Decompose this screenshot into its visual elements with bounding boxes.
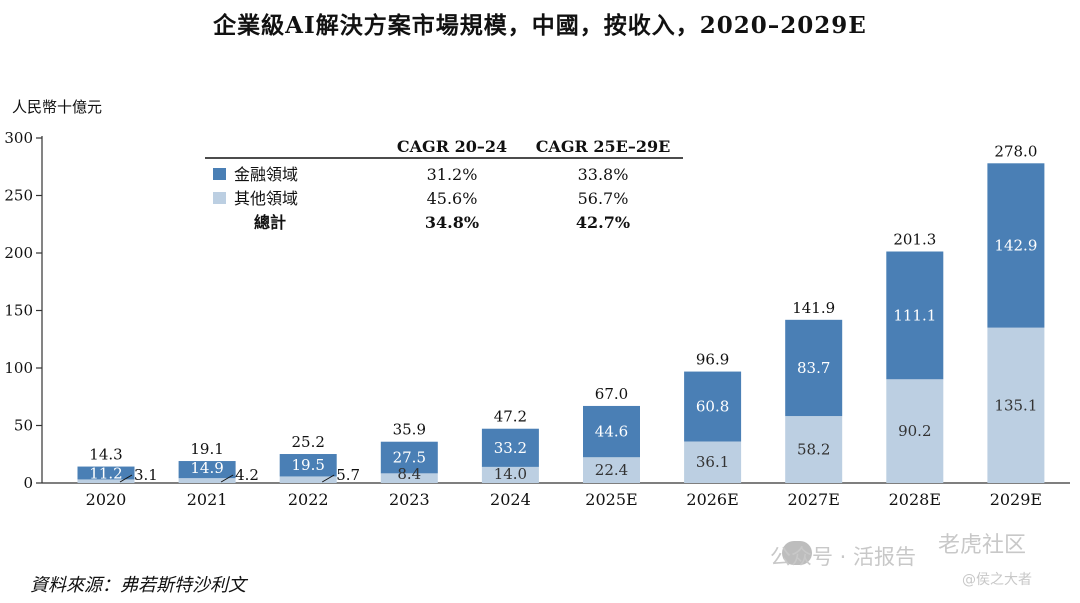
bar-finance xyxy=(785,319,843,417)
leader-line xyxy=(220,474,234,483)
y-tick-label: 100 xyxy=(4,359,33,377)
x-tick-label: 2020 xyxy=(86,490,127,509)
other-value-label: 5.7 xyxy=(336,466,360,484)
x-tick-label: 2022 xyxy=(288,490,329,509)
bar-other xyxy=(481,466,539,483)
bar-finance xyxy=(279,454,337,477)
bar-other xyxy=(785,416,843,483)
bar-other xyxy=(380,473,438,483)
y-tick-label: 300 xyxy=(4,129,33,147)
total-label: 96.9 xyxy=(696,351,729,369)
total-label: 14.3 xyxy=(89,446,122,464)
chart-title: 企業級AI解決方案市場規模，中國，按收入，2020–2029E xyxy=(213,12,867,39)
finance-value-label: 142.9 xyxy=(994,236,1037,254)
finance-value-label: 44.6 xyxy=(595,423,628,441)
y-tick-label: 200 xyxy=(4,244,33,262)
finance-value-label: 83.7 xyxy=(797,359,830,377)
source-note: 資料來源：弗若斯特沙利文 xyxy=(30,575,246,596)
total-label: 19.1 xyxy=(190,440,223,458)
bar-finance xyxy=(684,371,742,442)
bar-other xyxy=(684,441,742,483)
x-tick-label: 2025E xyxy=(585,490,637,509)
other-value-label: 36.1 xyxy=(696,453,729,471)
bar-finance xyxy=(583,405,640,458)
finance-value-label: 60.8 xyxy=(696,398,729,416)
finance-value-label: 14.9 xyxy=(190,459,223,477)
other-value-label: 90.2 xyxy=(898,422,931,440)
legend-swatch-finance xyxy=(213,168,226,180)
total-label: 35.9 xyxy=(393,421,426,439)
other-value-label: 3.1 xyxy=(134,466,158,484)
legend-label: 金融領域 xyxy=(234,165,298,184)
legend-swatch-other xyxy=(213,192,226,204)
other-value-label: 135.1 xyxy=(994,396,1037,414)
cagr-value: 42.7% xyxy=(576,213,630,232)
cagr-value: 33.8% xyxy=(578,165,629,184)
total-label: 278.0 xyxy=(994,142,1037,160)
finance-value-label: 27.5 xyxy=(393,449,426,467)
y-tick-label: 0 xyxy=(23,474,33,492)
cagr-value: 45.6% xyxy=(427,189,478,208)
x-tick-label: 2027E xyxy=(787,490,839,509)
leader-line xyxy=(321,474,335,483)
wechat-icon xyxy=(782,541,812,565)
bar-other xyxy=(886,379,944,483)
unit-label: 人民幣十億元 xyxy=(12,98,103,116)
bar-finance xyxy=(178,461,236,479)
other-value-label: 14.0 xyxy=(494,465,527,483)
total-label: 141.9 xyxy=(792,299,835,317)
y-tick-label: 50 xyxy=(14,417,33,435)
bar-other xyxy=(987,327,1045,483)
y-tick-label: 150 xyxy=(4,302,33,320)
bar-other xyxy=(178,478,236,483)
finance-value-label: 11.2 xyxy=(89,465,122,483)
finance-value-label: 19.5 xyxy=(291,456,324,474)
cagr-header: CAGR 20–24 xyxy=(397,137,507,156)
total-label: 201.3 xyxy=(893,231,936,249)
bar-other xyxy=(583,457,640,483)
other-value-label: 58.2 xyxy=(797,441,830,459)
other-value-label: 22.4 xyxy=(595,461,628,479)
x-tick-label: 2023 xyxy=(389,490,430,509)
finance-value-label: 111.1 xyxy=(893,306,936,324)
bar-other xyxy=(77,479,135,483)
cagr-value: 31.2% xyxy=(427,165,478,184)
x-tick-label: 2024 xyxy=(490,490,531,509)
bar-finance xyxy=(380,441,438,474)
x-tick-label: 2021 xyxy=(187,490,228,509)
cagr-header: CAGR 25E–29E xyxy=(536,137,671,156)
other-value-label: 8.4 xyxy=(397,465,421,483)
bar-finance xyxy=(987,163,1045,328)
watermark-author: @侯之大者 xyxy=(962,572,1032,588)
legend-label: 總計 xyxy=(254,213,286,232)
cagr-value: 56.7% xyxy=(578,189,629,208)
y-tick-label: 250 xyxy=(4,187,33,205)
bar-finance xyxy=(77,466,135,480)
total-label: 67.0 xyxy=(595,385,628,403)
finance-value-label: 33.2 xyxy=(494,439,527,457)
bar-finance xyxy=(886,251,944,380)
leader-line xyxy=(119,474,133,483)
watermark-public-account: 公众号 · 活报告 xyxy=(770,545,917,569)
total-label: 47.2 xyxy=(494,408,527,426)
x-tick-label: 2026E xyxy=(686,490,738,509)
x-tick-label: 2029E xyxy=(990,490,1042,509)
cagr-value: 34.8% xyxy=(425,213,479,232)
other-value-label: 4.2 xyxy=(235,466,259,484)
total-label: 25.2 xyxy=(291,433,324,451)
legend-label: 其他領域 xyxy=(234,189,298,208)
bar-other xyxy=(279,476,337,483)
watermark-community: 老虎社区 xyxy=(938,533,1027,558)
x-tick-label: 2028E xyxy=(889,490,941,509)
bar-finance xyxy=(481,428,539,467)
